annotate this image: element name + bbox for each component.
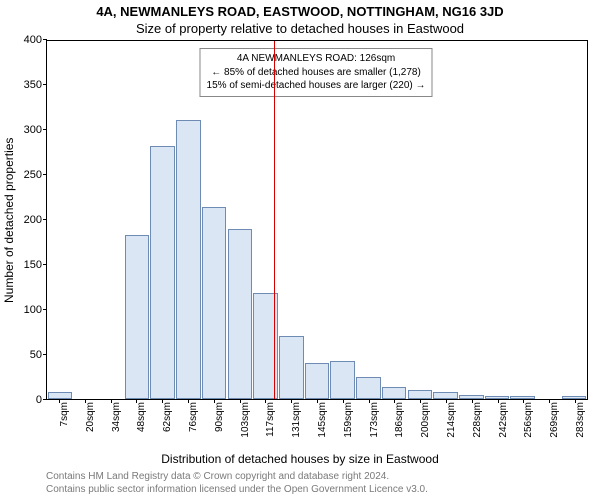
xtick-label: 103sqm (240, 402, 251, 438)
xtick-label: 228sqm (472, 402, 483, 438)
ytick-label: 150 (24, 259, 42, 271)
histogram-bar (433, 392, 458, 399)
xtick-label: 159sqm (343, 402, 354, 438)
xtick-label: 242sqm (498, 402, 509, 438)
ytick-label: 50 (30, 349, 42, 361)
annotation-line-2: ← 85% of detached houses are smaller (1,… (207, 66, 426, 80)
xtick-label: 7sqm (59, 402, 70, 426)
ytick-label: 0 (36, 394, 42, 406)
ytick-label: 350 (24, 79, 42, 91)
marker-line (274, 41, 275, 399)
histogram-bar (356, 377, 381, 399)
annotation-line-3: 15% of semi-detached houses are larger (… (207, 79, 426, 93)
xtick-label: 76sqm (188, 402, 199, 432)
yaxis-label: Number of detached properties (0, 40, 16, 400)
xtick-label: 20sqm (85, 402, 96, 432)
xtick-label: 269sqm (549, 402, 560, 438)
ytick-label: 400 (24, 34, 42, 46)
annotation-box: 4A NEWMANLEYS ROAD: 126sqm ← 85% of deta… (200, 48, 433, 97)
xtick-label: 283sqm (575, 402, 586, 438)
chart-container: 4A, NEWMANLEYS ROAD, EASTWOOD, NOTTINGHA… (0, 0, 600, 500)
histogram-bar (150, 146, 175, 399)
annotation-line-1: 4A NEWMANLEYS ROAD: 126sqm (207, 52, 426, 66)
plot-area: 4A NEWMANLEYS ROAD: 126sqm ← 85% of deta… (46, 40, 588, 400)
ytick-label: 200 (24, 214, 42, 226)
xtick-label: 90sqm (214, 402, 225, 432)
xtick-label: 62sqm (162, 402, 173, 432)
histogram-bar (176, 120, 201, 399)
xtick-label: 256sqm (523, 402, 534, 438)
xtick-label: 145sqm (317, 402, 328, 438)
histogram-bar (202, 207, 227, 399)
xtick-label: 214sqm (446, 402, 457, 438)
ytick-label: 300 (24, 124, 42, 136)
histogram-bar (330, 361, 355, 399)
histogram-bar (125, 235, 150, 399)
xaxis-ticks: 7sqm 20sqm 34sqm 48sqm 62sqm 76sqm 90sqm 103sqm… (46, 400, 588, 460)
xtick-label: 200sqm (420, 402, 431, 438)
xtick-label: 186sqm (394, 402, 405, 438)
xtick-label: 48sqm (136, 402, 147, 432)
xtick-label: 173sqm (369, 402, 380, 438)
footer-attribution: Contains HM Land Registry data © Crown c… (0, 470, 600, 500)
histogram-bar (228, 229, 253, 399)
histogram-bar (382, 387, 407, 399)
chart-title-main: 4A, NEWMANLEYS ROAD, EASTWOOD, NOTTINGHA… (0, 4, 600, 19)
footer-line-2: Contains public sector information licen… (46, 483, 592, 496)
chart-title-sub: Size of property relative to detached ho… (0, 21, 600, 36)
yaxis-ticks: 050100150200250300350400 (16, 40, 46, 400)
histogram-bar (305, 363, 330, 399)
histogram-bar (408, 390, 433, 399)
footer-line-1: Contains HM Land Registry data © Crown c… (46, 470, 592, 483)
histogram-bar (279, 336, 304, 399)
xtick-label: 34sqm (111, 402, 122, 432)
ytick-label: 100 (24, 304, 42, 316)
ytick-label: 250 (24, 169, 42, 181)
plot-zone: Number of detached properties 0501001502… (0, 40, 600, 400)
xtick-label: 131sqm (291, 402, 302, 438)
xtick-label: 117sqm (265, 402, 276, 437)
histogram-bar (48, 392, 73, 399)
xaxis-zone: 7sqm 20sqm 34sqm 48sqm 62sqm 76sqm 90sqm 103sqm… (0, 400, 600, 460)
